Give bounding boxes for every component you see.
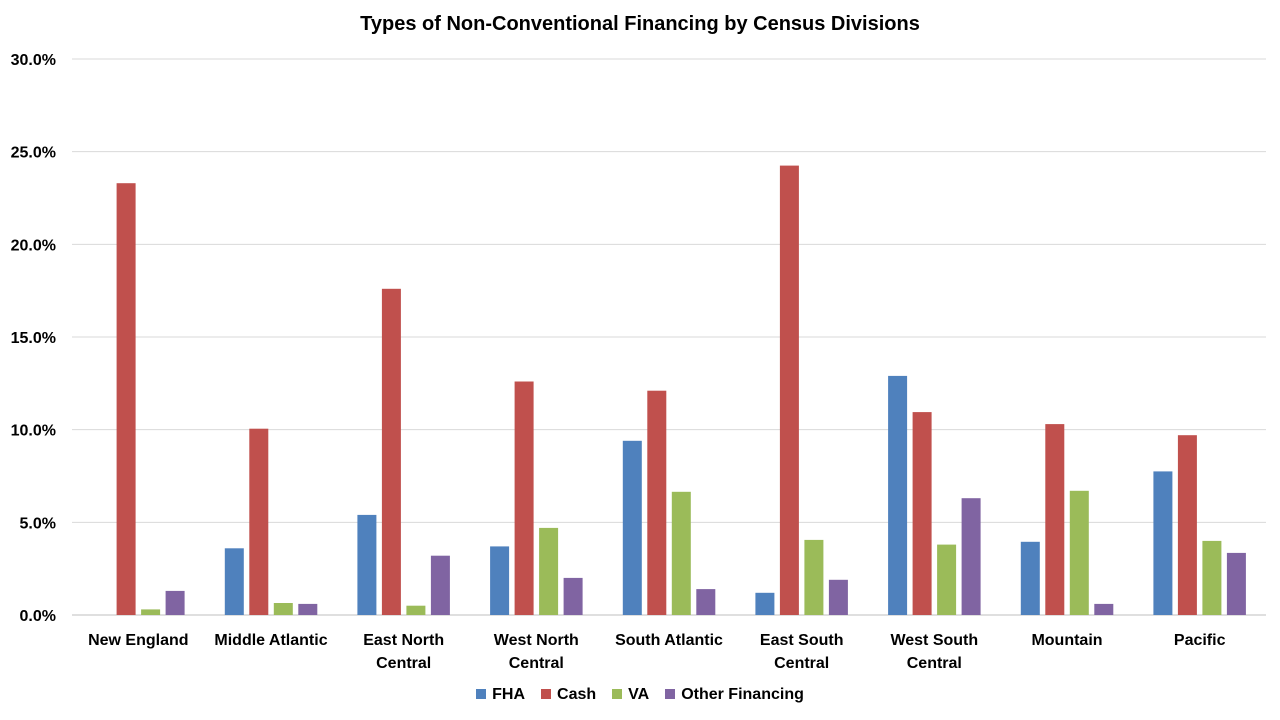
legend-item-fha: FHA [476, 686, 525, 704]
bar-va [1202, 540, 1222, 615]
y-axis: 0.0% 5.0% 10.0% 15.0% 20.0% 25.0% 30.0% [11, 52, 56, 625]
legend-swatch [665, 689, 676, 699]
bar-cash [1045, 424, 1065, 615]
y-tick-label: 5.0% [20, 515, 56, 532]
bar-other-financing [696, 589, 716, 615]
legend: FHA Cash VA Other Financing [0, 686, 1280, 704]
legend-item-va: VA [612, 686, 649, 704]
bar-other-financing [298, 603, 318, 615]
legend-swatch [612, 689, 623, 699]
bar-fha [1020, 541, 1040, 615]
legend-label: FHA [492, 686, 526, 703]
bars [116, 165, 1246, 615]
x-tick-label: West North Central [494, 632, 579, 672]
bar-cash [249, 428, 269, 615]
bar-va [804, 539, 824, 615]
bar-va [141, 609, 161, 615]
bar-fha [490, 546, 510, 615]
bar-fha [622, 440, 642, 615]
x-tick-label: Mountain [1031, 632, 1102, 649]
bar-other-financing [961, 498, 981, 615]
bar-other-financing [563, 577, 583, 615]
y-tick-label: 20.0% [11, 237, 56, 254]
bar-cash [647, 390, 667, 615]
legend-label: Cash [557, 686, 597, 703]
x-tick-label: Pacific [1174, 632, 1226, 649]
legend-swatch [541, 689, 552, 699]
y-tick-label: 15.0% [11, 330, 56, 347]
bar-chart: 0.0% 5.0% 10.0% 15.0% 20.0% 25.0% 30.0% New En… [11, 52, 1266, 672]
x-axis: New England Middle Atlantic East North Cent… [88, 632, 1226, 672]
y-tick-label: 30.0% [11, 52, 56, 69]
bar-va [1069, 490, 1089, 615]
bar-va [406, 605, 426, 615]
bar-fha [224, 548, 244, 615]
legend-item-cash: Cash [541, 686, 596, 704]
x-tick-label: West South Central [890, 632, 978, 672]
y-tick-label: 10.0% [11, 423, 56, 440]
bar-va [539, 527, 559, 615]
bar-va [937, 544, 957, 615]
x-tick-label: East North Central [363, 632, 444, 672]
bar-va [671, 491, 691, 615]
bar-fha [1153, 471, 1173, 615]
bar-va [273, 603, 293, 615]
legend-item-other-financing: Other Financing [665, 686, 804, 704]
bar-cash [116, 183, 136, 615]
bar-cash [381, 288, 401, 615]
legend-label: VA [628, 686, 650, 703]
bar-fha [357, 514, 377, 615]
y-tick-label: 0.0% [20, 608, 56, 625]
bar-other-financing [1226, 552, 1246, 615]
bar-fha [755, 592, 775, 615]
bar-cash [1177, 435, 1197, 615]
bar-cash [779, 165, 799, 615]
bar-cash [514, 381, 534, 615]
bar-other-financing [1094, 603, 1114, 615]
bar-cash [912, 412, 932, 615]
x-tick-label: South Atlantic [615, 632, 723, 649]
bar-fha [888, 375, 908, 615]
gridlines [72, 58, 1266, 616]
x-tick-label: East South Central [760, 632, 844, 672]
bar-other-financing [165, 590, 185, 615]
x-tick-label: Middle Atlantic [214, 632, 327, 649]
chart-title: Types of Non-Conventional Financing by C… [360, 13, 920, 35]
bar-other-financing [430, 555, 450, 615]
legend-label: Other Financing [681, 686, 804, 703]
legend-swatch [476, 689, 487, 699]
y-tick-label: 25.0% [11, 145, 56, 162]
bar-other-financing [828, 579, 848, 615]
x-tick-label: New England [88, 632, 188, 649]
